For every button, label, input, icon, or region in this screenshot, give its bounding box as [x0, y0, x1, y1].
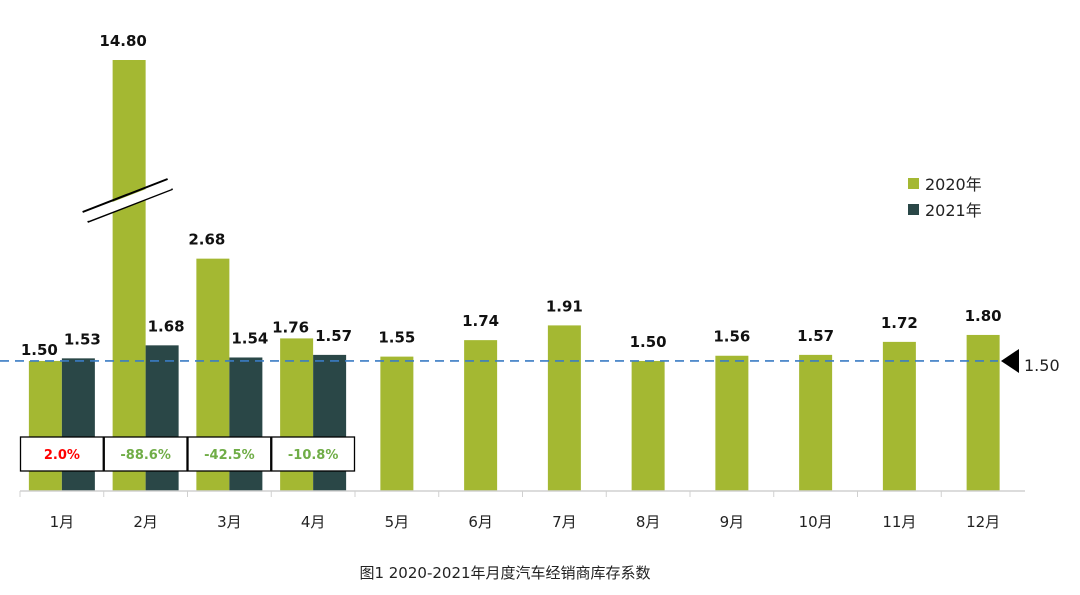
bar-2020 — [631, 360, 665, 491]
yoy-change-box — [271, 436, 356, 472]
legend-label-2021: 2021年 — [925, 201, 982, 220]
x-tick-label: 11月 — [882, 513, 916, 531]
data-label: 1.57 — [797, 327, 834, 345]
reference-marker-icon — [1001, 348, 1019, 373]
data-label: 1.91 — [546, 297, 583, 315]
x-tick-label: 8月 — [636, 513, 661, 531]
bar-2020 — [799, 354, 833, 491]
bar-2020 — [547, 325, 581, 491]
x-tick-label: 7月 — [552, 513, 577, 531]
x-tick-label: 4月 — [301, 513, 326, 531]
x-tick-label: 3月 — [217, 513, 242, 531]
x-tick-label: 10月 — [799, 513, 833, 531]
data-label: 14.80 — [99, 32, 146, 50]
legend-swatch-2020 — [908, 178, 919, 189]
legend: 2020年 2021年 — [908, 175, 982, 220]
data-label: 1.50 — [630, 333, 667, 351]
yoy-change-label: -10.8% — [288, 448, 339, 463]
bar-2020 — [715, 355, 749, 491]
data-label: 1.80 — [965, 307, 1002, 325]
bar-2020 — [882, 341, 916, 491]
data-label: 2.68 — [188, 231, 225, 249]
data-label: 1.76 — [272, 318, 309, 336]
reference-label: 1.50 — [1024, 356, 1060, 375]
yoy-change-label: -88.6% — [120, 448, 171, 463]
legend-swatch-2021 — [908, 204, 919, 215]
yoy-change-box — [19, 436, 104, 472]
yoy-change-box — [103, 436, 188, 472]
data-label: 1.53 — [64, 330, 101, 348]
yoy-change-box — [187, 436, 272, 472]
x-tick-label: 5月 — [385, 513, 410, 531]
data-label: 1.68 — [148, 317, 185, 335]
data-label: 1.54 — [231, 329, 268, 347]
yoy-change-label: 2.0% — [44, 448, 80, 463]
axis-break-marker — [82, 178, 173, 223]
bar-2020 — [966, 334, 1000, 491]
bar-2020 — [112, 60, 146, 491]
x-tick-label: 2月 — [133, 513, 158, 531]
x-tick-label: 6月 — [468, 513, 493, 531]
data-label: 1.72 — [881, 314, 918, 332]
bar-2020 — [380, 356, 414, 491]
x-tick-label: 12月 — [966, 513, 1000, 531]
x-tick-label: 9月 — [720, 513, 745, 531]
legend-label-2020: 2020年 — [925, 175, 982, 194]
data-label: 1.55 — [378, 329, 415, 347]
data-label: 1.57 — [315, 327, 352, 345]
bar-2020 — [464, 340, 498, 491]
data-label: 1.74 — [462, 312, 499, 330]
data-label: 1.56 — [713, 328, 750, 346]
chart-caption: 图1 2020-2021年月度汽车经销商库存系数 — [359, 564, 650, 582]
yoy-change-label: -42.5% — [204, 448, 255, 463]
data-label: 1.50 — [21, 341, 58, 359]
x-tick-label: 1月 — [50, 513, 75, 531]
